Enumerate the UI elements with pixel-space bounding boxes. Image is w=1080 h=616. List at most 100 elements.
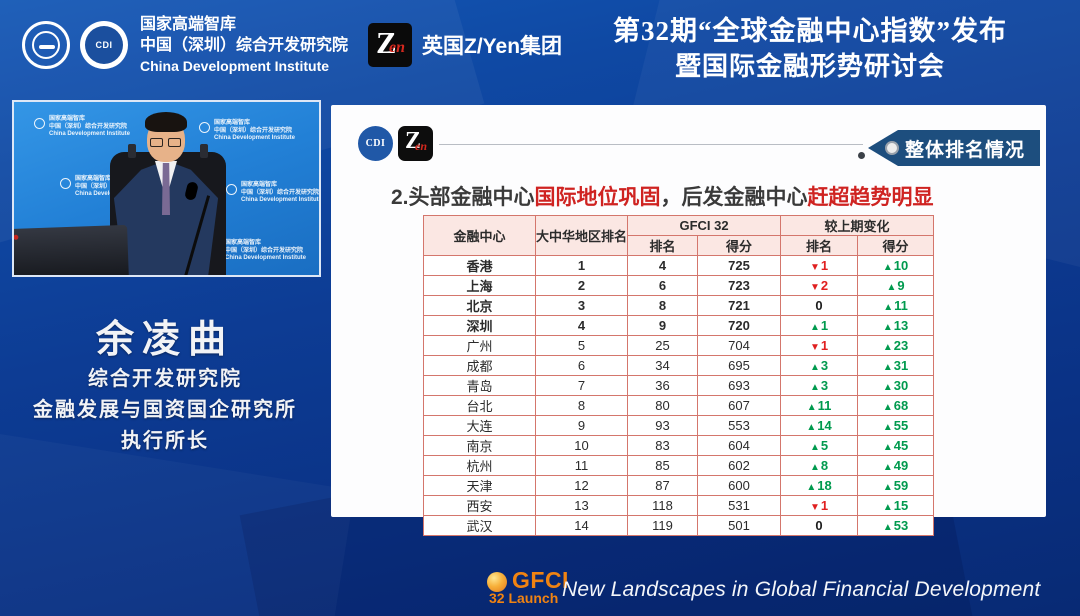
tag-circle-icon	[885, 141, 899, 155]
down-arrow-icon: ▼	[809, 282, 820, 293]
change-number: 14	[817, 418, 832, 433]
city-cell: 杭州	[423, 455, 536, 476]
column-header: 得分	[697, 235, 782, 256]
value-cell: 118	[627, 495, 699, 516]
change-cell: ▲3	[780, 375, 859, 396]
change-cell: ▲30	[857, 375, 935, 396]
change-value: ▲31	[883, 358, 908, 373]
cdi-seal-key	[39, 44, 55, 49]
value-cell: 4	[627, 255, 699, 276]
table-row: 天津 12 87 600 ▲18 ▲59	[423, 475, 935, 496]
city-cell: 台北	[423, 395, 536, 416]
change-number: 3	[820, 378, 829, 393]
table-row: 西安 13 118 531 ▼1 ▲15	[423, 495, 935, 516]
up-arrow-icon: ▲	[809, 462, 820, 473]
value-cell: 553	[697, 415, 782, 436]
speaker-hair	[145, 112, 187, 132]
event-title: 第32期“全球金融中心指数”发布 暨国际金融形势研讨会	[555, 13, 1065, 84]
table-row: 香港 1 4 725 ▼1 ▲10	[423, 255, 935, 276]
change-cell: ▲68	[857, 395, 935, 416]
city-cell: 北京	[423, 295, 536, 316]
value-cell: 6	[627, 275, 699, 296]
change-value: ▼1	[810, 338, 828, 353]
change-cell: ▲8	[780, 455, 859, 476]
up-arrow-icon: ▲	[886, 282, 897, 293]
change-number: 31	[893, 358, 909, 373]
change-cell: ▲10	[857, 255, 935, 276]
up-arrow-icon: ▲	[809, 322, 820, 333]
city-cell: 广州	[423, 335, 536, 356]
value-cell: 4	[534, 315, 629, 336]
institute-name-line3: China Development Institute	[140, 57, 330, 74]
watermark-logo-icon	[34, 118, 45, 129]
change-value: ▲68	[883, 398, 908, 413]
change-value: ▲10	[883, 258, 908, 273]
change-number: 11	[894, 298, 908, 313]
slide-heading: 2.头部金融中心国际地位巩固，后发金融中心赶超趋势明显	[391, 181, 934, 211]
change-cell: ▲5	[780, 435, 859, 456]
no-change-value: 0	[815, 298, 822, 313]
value-cell: 531	[697, 495, 782, 516]
value-cell: 6	[534, 355, 629, 376]
value-cell: 3	[534, 295, 629, 316]
speaker-title: 执行所长	[121, 430, 209, 452]
event-title-line1: 第32期“全球金融中心指数”发布	[613, 16, 1007, 46]
laptop-power-light	[14, 234, 19, 240]
value-cell: 720	[697, 315, 782, 336]
table-row: 上海 2 6 723 ▼2 ▲9	[423, 275, 935, 296]
change-value: ▲8	[810, 458, 828, 473]
up-arrow-icon: ▲	[806, 482, 817, 493]
glasses-icon	[150, 138, 163, 147]
change-value: ▲23	[883, 338, 908, 353]
change-number: 1	[820, 318, 829, 333]
heading-highlight: 赶超趋势明显	[807, 186, 934, 209]
zyen-group-label: 英国Z/Yen集团	[422, 34, 563, 58]
value-cell: 607	[697, 395, 782, 416]
institute-name-line1: 国家高端智库	[140, 16, 237, 33]
heading-text: 2.头部金融中心	[391, 186, 535, 209]
no-change-value: 0	[815, 518, 822, 533]
change-value: ▲13	[883, 318, 908, 333]
speaker-dept: 金融发展与国资国企研究所	[33, 399, 297, 421]
slide-zyen-z: Z	[405, 128, 422, 154]
change-value: ▼2	[810, 278, 828, 293]
table-row: 青岛 7 36 693 ▲3 ▲30	[423, 375, 935, 396]
change-value: ▲49	[883, 458, 908, 473]
change-value: ▲9	[886, 278, 904, 293]
value-cell: 600	[697, 475, 782, 496]
gfci-logo-text: GFCI	[512, 567, 569, 593]
speaker-tie	[162, 163, 170, 215]
change-number: 45	[893, 438, 909, 453]
change-number: 30	[893, 378, 909, 393]
column-header: 金融中心	[423, 215, 536, 256]
watermark-logo-icon	[199, 122, 210, 133]
city-cell: 青岛	[423, 375, 536, 396]
city-cell: 香港	[423, 255, 536, 276]
up-arrow-icon: ▲	[882, 422, 893, 433]
heading-text: ，后发金融中心	[660, 186, 808, 209]
value-cell: 13	[534, 495, 629, 516]
change-value: ▲15	[883, 498, 908, 513]
up-arrow-icon: ▲	[882, 482, 893, 493]
change-cell: ▲1	[780, 315, 859, 336]
value-cell: 87	[627, 475, 699, 496]
up-arrow-icon: ▲	[806, 402, 817, 413]
change-cell: 0	[780, 295, 859, 316]
slide-zyen-logo-icon: Z en	[398, 126, 433, 161]
cdi-round-logo-text: CDI	[85, 25, 123, 64]
value-cell: 12	[534, 475, 629, 496]
change-number: 10	[893, 258, 909, 273]
up-arrow-icon: ▲	[882, 342, 893, 353]
change-number: 68	[893, 398, 909, 413]
change-number: 9	[897, 278, 905, 293]
value-cell: 9	[627, 315, 699, 336]
column-header: 得分	[857, 235, 935, 256]
heading-highlight: 国际地位巩固	[534, 186, 661, 209]
up-arrow-icon: ▲	[882, 402, 893, 413]
up-arrow-icon: ▲	[809, 442, 820, 453]
